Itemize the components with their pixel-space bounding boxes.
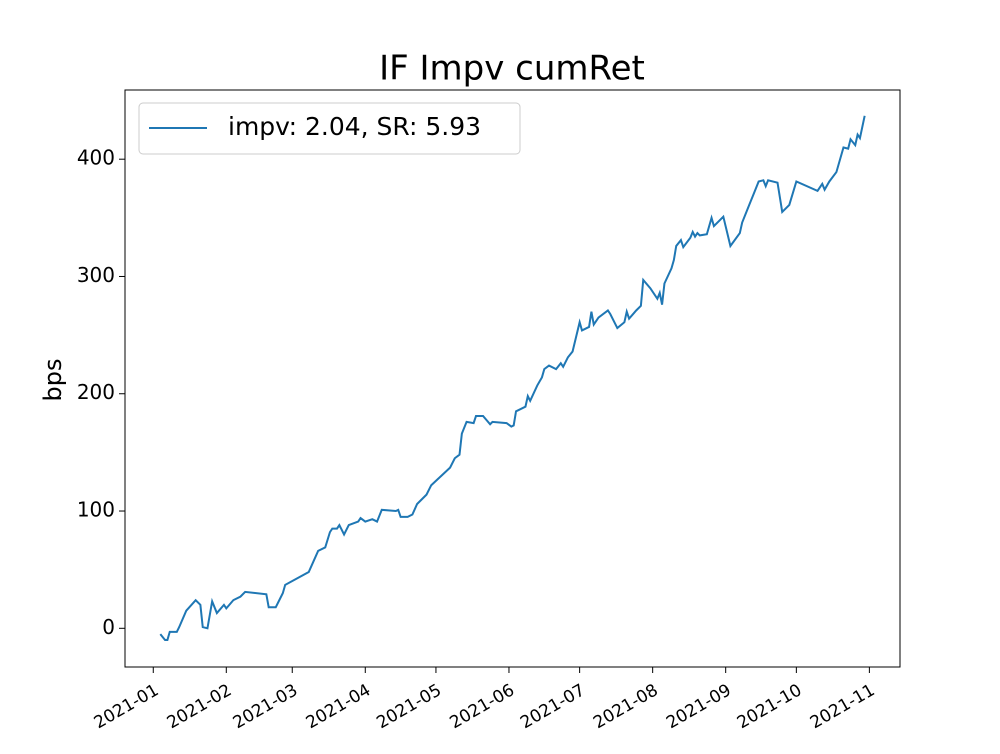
line-series (159, 115, 866, 642)
y-tick-label: 100 (77, 498, 115, 522)
legend-label: impv: 2.04, SR: 5.93 (228, 112, 481, 141)
y-tick-label: 0 (102, 615, 115, 639)
plot-frame (124, 89, 901, 668)
y-tick-label: 400 (77, 146, 115, 170)
y-axis-label: bps (39, 359, 67, 402)
legend-box (138, 102, 521, 155)
y-tick-label: 200 (77, 380, 115, 404)
chart-title: IF Impv cumRet (379, 49, 645, 89)
y-tick-label: 300 (77, 263, 115, 287)
